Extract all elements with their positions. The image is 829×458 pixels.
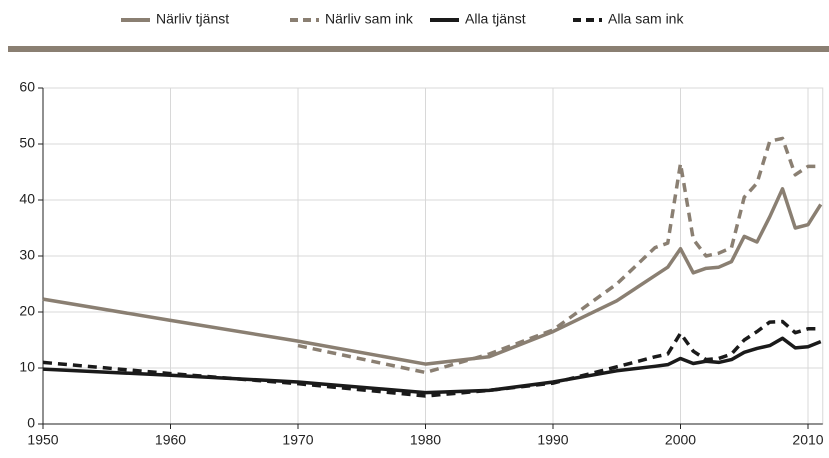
x-tick-label: 1950 [27, 432, 58, 448]
legend-label: Alla sam ink [608, 11, 684, 27]
series-line [42, 319, 821, 398]
x-tick-label: 2010 [792, 432, 823, 448]
x-tick-label: 1980 [410, 432, 441, 448]
x-tick-label: 1970 [282, 432, 313, 448]
legend-label: Alla tjänst [465, 11, 526, 27]
legend-label: Närliv sam ink [325, 11, 414, 27]
x-tick-label: 2000 [665, 432, 696, 448]
x-tick-label: 1990 [537, 432, 568, 448]
x-tick-label: 1960 [155, 432, 186, 448]
y-tick-label: 20 [19, 303, 35, 319]
y-tick-label: 30 [19, 247, 35, 263]
y-tick-label: 10 [19, 359, 35, 375]
y-tick-label: 0 [27, 415, 35, 431]
y-tick-label: 60 [19, 79, 35, 95]
header-rule [8, 46, 829, 52]
series-line [42, 187, 823, 366]
legend-label: Närliv tjänst [156, 11, 229, 27]
series-line [297, 136, 821, 375]
y-tick-label: 50 [19, 135, 35, 151]
series-line [42, 336, 822, 395]
y-tick-label: 40 [19, 191, 35, 207]
